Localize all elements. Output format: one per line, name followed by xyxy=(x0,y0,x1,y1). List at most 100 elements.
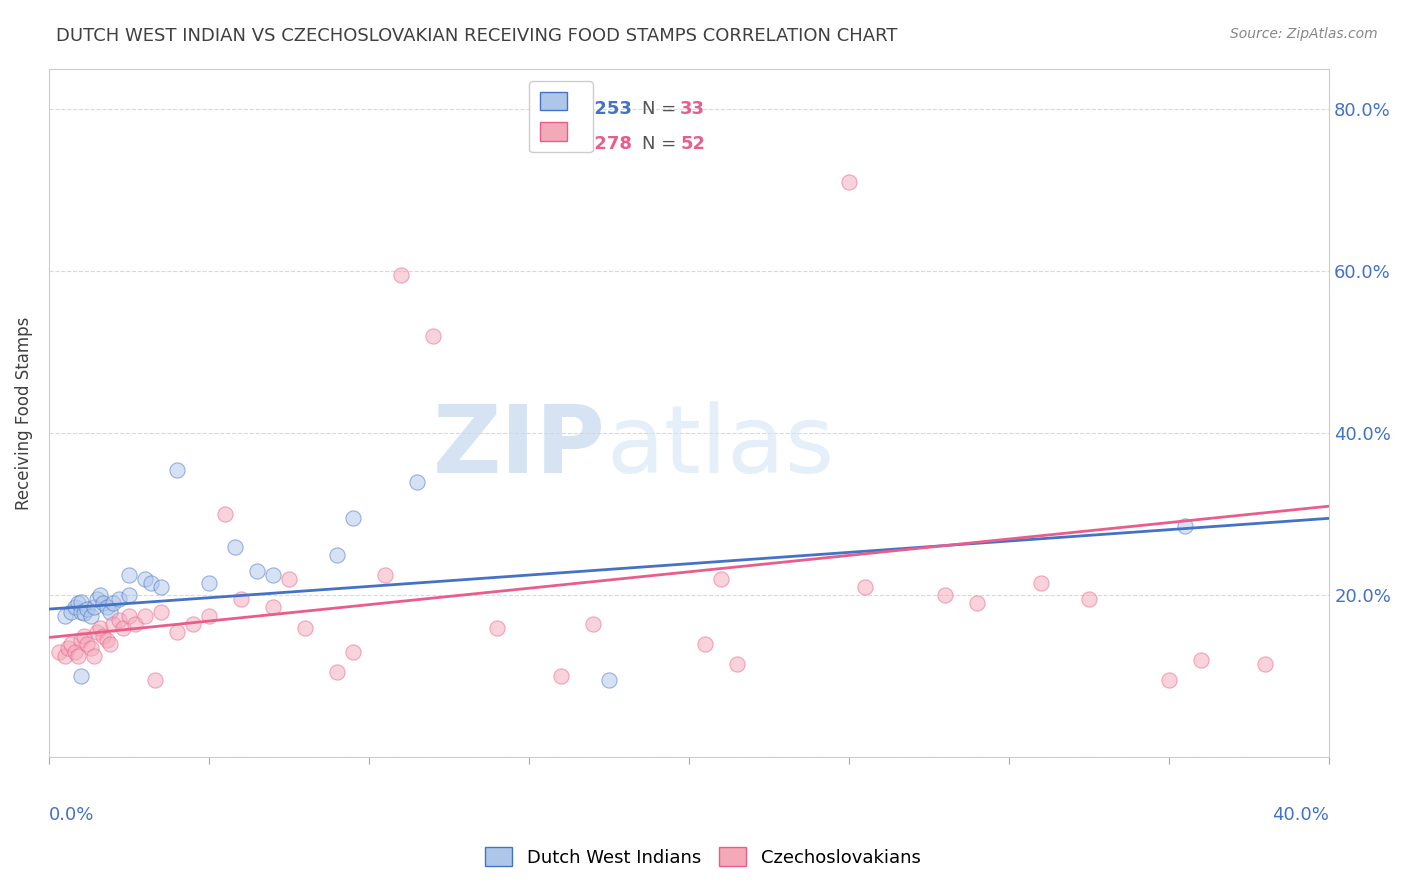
Point xyxy=(89,588,111,602)
Point xyxy=(60,637,83,651)
Legend: Dutch West Indians, Czechoslovakians: Dutch West Indians, Czechoslovakians xyxy=(478,840,928,874)
Point xyxy=(108,592,131,607)
Text: 52: 52 xyxy=(681,136,706,153)
Point xyxy=(141,576,163,591)
Point xyxy=(406,475,429,489)
Point xyxy=(246,564,269,578)
Point xyxy=(101,596,124,610)
Text: N =: N = xyxy=(641,100,682,118)
Point xyxy=(124,616,146,631)
Point xyxy=(101,616,124,631)
Point xyxy=(582,616,605,631)
Point xyxy=(134,572,156,586)
Point xyxy=(143,673,166,688)
Point xyxy=(422,329,444,343)
Point xyxy=(73,606,96,620)
Point xyxy=(710,572,733,586)
Legend: , : , xyxy=(530,81,593,153)
Point xyxy=(93,596,115,610)
Point xyxy=(76,637,98,651)
Point xyxy=(63,645,86,659)
Point xyxy=(79,640,101,655)
Point xyxy=(695,637,717,651)
Point xyxy=(1159,673,1181,688)
Point xyxy=(89,621,111,635)
Point xyxy=(56,640,79,655)
Point xyxy=(70,605,93,619)
Point xyxy=(53,608,76,623)
Point xyxy=(166,624,188,639)
Point xyxy=(111,621,134,635)
Text: N =: N = xyxy=(641,136,682,153)
Point xyxy=(70,595,93,609)
Text: 33: 33 xyxy=(681,100,706,118)
Point xyxy=(53,649,76,664)
Point xyxy=(86,592,108,607)
Point xyxy=(1031,576,1053,591)
Text: Source: ZipAtlas.com: Source: ZipAtlas.com xyxy=(1230,27,1378,41)
Point xyxy=(118,608,141,623)
Point xyxy=(374,568,396,582)
Point xyxy=(150,580,173,594)
Point xyxy=(598,673,620,688)
Point xyxy=(294,621,316,635)
Point xyxy=(60,605,83,619)
Point xyxy=(79,608,101,623)
Point xyxy=(224,540,246,554)
Point xyxy=(70,632,93,647)
Point xyxy=(118,568,141,582)
Text: ZIP: ZIP xyxy=(433,401,606,493)
Text: 0.0%: 0.0% xyxy=(49,805,94,823)
Point xyxy=(198,608,221,623)
Point xyxy=(66,649,89,664)
Text: 0.278: 0.278 xyxy=(575,136,633,153)
Point xyxy=(838,175,860,189)
Text: DUTCH WEST INDIAN VS CZECHOSLOVAKIAN RECEIVING FOOD STAMPS CORRELATION CHART: DUTCH WEST INDIAN VS CZECHOSLOVAKIAN REC… xyxy=(56,27,898,45)
Point xyxy=(214,508,236,522)
Point xyxy=(1189,653,1212,667)
Point xyxy=(966,596,988,610)
Point xyxy=(853,580,876,594)
Point xyxy=(70,669,93,683)
Point xyxy=(93,629,115,643)
Point xyxy=(98,637,121,651)
Point xyxy=(96,632,118,647)
Y-axis label: Receiving Food Stamps: Receiving Food Stamps xyxy=(15,317,32,509)
Point xyxy=(76,602,98,616)
Point xyxy=(150,605,173,619)
Point xyxy=(229,592,252,607)
Text: R =: R = xyxy=(533,100,572,118)
Point xyxy=(63,600,86,615)
Text: 0.253: 0.253 xyxy=(575,100,633,118)
Text: atlas: atlas xyxy=(606,401,834,493)
Point xyxy=(262,568,284,582)
Point xyxy=(486,621,509,635)
Point xyxy=(326,665,349,680)
Point xyxy=(48,645,70,659)
Point xyxy=(326,548,349,562)
Point xyxy=(389,268,412,283)
Point xyxy=(1078,592,1101,607)
Point xyxy=(1174,519,1197,533)
Point xyxy=(166,463,188,477)
Point xyxy=(342,645,364,659)
Point xyxy=(550,669,572,683)
Point xyxy=(198,576,221,591)
Point xyxy=(1254,657,1277,672)
Point xyxy=(83,600,105,615)
Text: 40.0%: 40.0% xyxy=(1272,805,1329,823)
Point xyxy=(181,616,204,631)
Point xyxy=(134,608,156,623)
Point xyxy=(98,605,121,619)
Point xyxy=(73,629,96,643)
Point xyxy=(108,613,131,627)
Point xyxy=(342,511,364,525)
Text: R =: R = xyxy=(533,136,572,153)
Point xyxy=(118,588,141,602)
Point xyxy=(83,649,105,664)
Point xyxy=(934,588,956,602)
Point xyxy=(278,572,301,586)
Point xyxy=(66,596,89,610)
Point xyxy=(86,624,108,639)
Point xyxy=(262,600,284,615)
